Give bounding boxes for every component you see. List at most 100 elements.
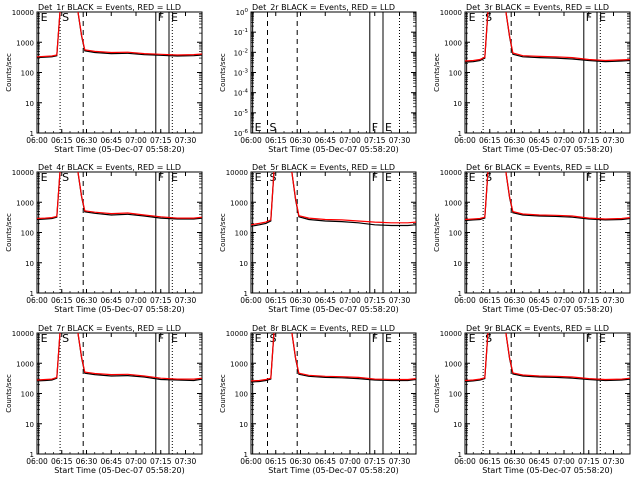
x-tick-label: 07:15 xyxy=(364,136,386,145)
series-line-lld xyxy=(251,333,416,382)
x-axis-label: Start Time (05-Dec-07 05:58:20) xyxy=(268,466,399,475)
series-line-lld xyxy=(37,12,202,58)
marker-label: E xyxy=(469,171,476,184)
x-tick-label: 06:00 xyxy=(240,136,262,145)
panel-det-1: 06:00 06:15 06:30 06:45 07:00 07:15 07:30 1 10 10… xyxy=(5,3,203,154)
x-tick-label: 06:45 xyxy=(100,457,122,466)
panel-det-4: 06:00 06:15 06:30 06:45 07:00 07:15 07:30 1 10 10… xyxy=(5,163,203,314)
x-tick-label: 06:45 xyxy=(314,136,336,145)
series-line-lld xyxy=(37,333,202,381)
chart-title: Det_6r BLACK = Events, RED = LLD xyxy=(466,163,609,172)
y-axis-label: Counts/sec xyxy=(433,374,441,413)
series-line-events xyxy=(465,333,630,383)
chart-title: Det_3r BLACK = Events, RED = LLD xyxy=(466,3,609,12)
y-tick-label: 10-4 xyxy=(234,89,249,98)
chart-title: Det_1r BLACK = Events, RED = LLD xyxy=(38,3,181,12)
y-tick-label: 100 xyxy=(449,70,462,78)
y-tick-label: 100 xyxy=(449,391,462,399)
y-tick-label: 1000 xyxy=(230,360,248,368)
y-tick-label: 100 xyxy=(21,391,34,399)
y-tick-label: 10000 xyxy=(226,169,248,177)
marker-label: F xyxy=(586,11,592,24)
marker-label: F xyxy=(158,332,164,345)
y-tick-label: 10-5 xyxy=(234,109,249,118)
y-axis-label: Counts/sec xyxy=(219,53,227,92)
y-tick-label: 1 xyxy=(30,130,34,138)
marker-label: E xyxy=(255,121,262,134)
y-tick-label: 10000 xyxy=(12,9,34,17)
panel-det-6: 06:00 06:15 06:30 06:45 07:00 07:15 07:30 1 10 10… xyxy=(433,163,631,314)
y-tick-label: 100 xyxy=(21,70,34,78)
x-tick-label: 06:00 xyxy=(454,136,476,145)
x-tick-label: 07:30 xyxy=(389,457,411,466)
x-tick-label: 06:30 xyxy=(76,136,98,145)
x-tick-label: 07:00 xyxy=(553,296,575,305)
marker-label: F xyxy=(158,11,164,24)
x-tick-label: 06:45 xyxy=(100,296,122,305)
marker-label: F xyxy=(158,171,164,184)
y-tick-label: 1000 xyxy=(16,199,34,207)
y-axis-label: Counts/sec xyxy=(5,53,13,92)
y-tick-label: 10-2 xyxy=(234,48,248,57)
x-tick-label: 07:30 xyxy=(389,136,411,145)
plot-frame xyxy=(36,332,203,455)
x-tick-label: 07:15 xyxy=(150,457,172,466)
y-tick-label: 1000 xyxy=(230,199,248,207)
x-tick-label: 06:00 xyxy=(240,457,262,466)
panel-det-9: 06:00 06:15 06:30 06:45 07:00 07:15 07:30 1 10 10… xyxy=(433,324,631,475)
chart-title: Det_7r BLACK = Events, RED = LLD xyxy=(38,324,181,333)
x-axis-label: Start Time (05-Dec-07 05:58:20) xyxy=(482,466,613,475)
marker-label: E xyxy=(385,121,392,134)
y-tick-label: 10 xyxy=(239,260,248,268)
x-tick-label: 07:15 xyxy=(578,457,600,466)
x-tick-label: 06:30 xyxy=(504,136,526,145)
x-tick-label: 07:30 xyxy=(175,457,197,466)
x-axis-label: Start Time (05-Dec-07 05:58:20) xyxy=(482,305,613,314)
y-axis-label: Counts/sec xyxy=(5,213,13,252)
y-tick-label: 1 xyxy=(30,290,34,298)
x-tick-label: 06:00 xyxy=(26,296,48,305)
y-tick-label: 1 xyxy=(30,451,34,459)
x-tick-label: 07:15 xyxy=(150,296,172,305)
y-tick-label: 10 xyxy=(239,421,248,429)
series-line-events xyxy=(465,12,630,63)
x-tick-label: 06:00 xyxy=(454,457,476,466)
marker-label: S xyxy=(62,11,69,24)
marker-label: E xyxy=(171,11,178,24)
y-tick-label: 100 xyxy=(235,391,248,399)
x-tick-label: 07:30 xyxy=(603,296,625,305)
marker-label: E xyxy=(385,332,392,345)
x-tick-label: 06:30 xyxy=(290,136,312,145)
series-line-events xyxy=(251,172,416,227)
x-tick-label: 06:15 xyxy=(479,457,501,466)
x-tick-label: 06:45 xyxy=(528,296,550,305)
chart-title: Det_8r BLACK = Events, RED = LLD xyxy=(252,324,395,333)
y-tick-label: 10000 xyxy=(440,9,462,17)
x-tick-label: 07:00 xyxy=(125,457,147,466)
y-axis-label: Counts/sec xyxy=(433,213,441,252)
marker-label: E xyxy=(171,171,178,184)
marker-label: E xyxy=(41,171,48,184)
y-axis-label: Counts/sec xyxy=(433,53,441,92)
x-tick-label: 06:30 xyxy=(504,457,526,466)
x-tick-label: 06:15 xyxy=(479,296,501,305)
x-axis-label: Start Time (05-Dec-07 05:58:20) xyxy=(482,145,613,154)
series-line-lld xyxy=(37,172,202,220)
x-tick-label: 07:15 xyxy=(364,296,386,305)
plot-frame xyxy=(250,332,417,455)
y-tick-label: 10-1 xyxy=(234,28,248,37)
chart-title: Det_9r BLACK = Events, RED = LLD xyxy=(466,324,609,333)
y-tick-label: 10000 xyxy=(440,330,462,338)
x-axis-label: Start Time (05-Dec-07 05:58:20) xyxy=(268,305,399,314)
x-tick-label: 07:30 xyxy=(389,296,411,305)
marker-label: E xyxy=(599,171,606,184)
x-tick-label: 06:45 xyxy=(100,136,122,145)
x-tick-label: 06:30 xyxy=(76,296,98,305)
series-line-lld xyxy=(465,172,630,221)
x-tick-label: 07:00 xyxy=(339,457,361,466)
x-tick-label: 07:30 xyxy=(175,136,197,145)
y-tick-label: 10 xyxy=(453,421,462,429)
x-axis-label: Start Time (05-Dec-07 05:58:20) xyxy=(268,145,399,154)
series-line-events xyxy=(251,333,416,383)
x-tick-label: 07:00 xyxy=(125,296,147,305)
